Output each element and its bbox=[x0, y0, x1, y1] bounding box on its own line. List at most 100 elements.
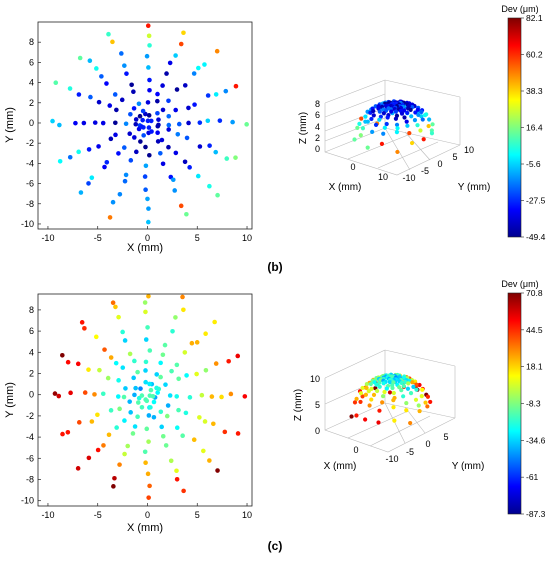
colorbar-tick-label: -5.6 bbox=[526, 159, 541, 169]
data-point bbox=[147, 87, 152, 93]
data-point bbox=[168, 458, 174, 464]
data-point bbox=[107, 215, 113, 220]
colorbar-tick-label: -8.3 bbox=[526, 399, 541, 409]
data-point bbox=[148, 405, 153, 410]
iso-data-point bbox=[413, 110, 418, 115]
panel-c-iso-yticks-1: -5 bbox=[406, 447, 414, 457]
iso-data-point bbox=[412, 117, 418, 123]
data-point bbox=[207, 143, 212, 148]
data-point bbox=[164, 413, 170, 419]
data-point bbox=[244, 122, 249, 127]
panel-c-colorbar-bar bbox=[507, 292, 522, 515]
data-point bbox=[132, 135, 137, 140]
data-point bbox=[113, 120, 118, 126]
y-tick-label: 4 bbox=[29, 347, 34, 357]
y-tick-label: -8 bbox=[26, 199, 34, 209]
data-point bbox=[207, 183, 212, 189]
data-point bbox=[122, 178, 128, 184]
data-point bbox=[128, 410, 133, 415]
data-point bbox=[110, 39, 115, 45]
panel-b-iso-yticks-1: -5 bbox=[421, 166, 429, 176]
panel-b-colorbar: Dev (μm) 82.1 60.2 38.3 16.4 -5.6 -27.5 -49.4 bbox=[501, 4, 545, 242]
data-point bbox=[75, 361, 81, 367]
iso-data-point bbox=[415, 107, 420, 112]
data-point bbox=[133, 121, 139, 127]
data-point bbox=[146, 125, 152, 130]
colorbar-tick-label: 38.3 bbox=[526, 86, 543, 96]
data-point bbox=[176, 376, 181, 382]
panel-c-3d-box bbox=[324, 349, 456, 453]
iso-data-point bbox=[376, 106, 381, 111]
iso-data-point bbox=[349, 414, 354, 419]
iso-data-point bbox=[410, 380, 415, 385]
iso-data-point bbox=[428, 399, 433, 405]
data-point bbox=[146, 33, 152, 39]
panel-c-colorbar-ticks: 70.8 44.5 18.1 -8.3 -34.6 -61 -87.3 bbox=[521, 288, 546, 519]
data-point bbox=[160, 433, 166, 439]
data-point bbox=[182, 350, 188, 355]
data-point bbox=[133, 117, 139, 122]
panel-b-colorbar-ticks: 82.1 60.2 38.3 16.4 -5.6 -27.5 -49.4 bbox=[521, 13, 546, 242]
data-point bbox=[166, 113, 172, 119]
data-point bbox=[112, 475, 117, 481]
iso-data-point bbox=[370, 129, 375, 134]
iso-data-point bbox=[381, 131, 386, 136]
data-point bbox=[160, 107, 166, 113]
panel-c-x-ticks: -10 -5 0 5 10 bbox=[41, 503, 252, 520]
iso-data-point bbox=[377, 408, 382, 413]
data-point bbox=[127, 351, 133, 357]
data-point bbox=[180, 294, 185, 300]
x-tick-label: 0 bbox=[145, 233, 150, 243]
data-point bbox=[143, 144, 148, 150]
iso-data-point bbox=[365, 145, 370, 150]
iso-data-point bbox=[358, 133, 363, 138]
panel-c-points bbox=[52, 293, 248, 500]
data-point bbox=[202, 62, 207, 67]
data-point bbox=[135, 414, 140, 419]
iso-data-point bbox=[401, 383, 406, 389]
data-point bbox=[145, 118, 151, 124]
iso-data-point bbox=[389, 109, 394, 114]
iso-data-point bbox=[394, 130, 400, 135]
data-point bbox=[213, 149, 219, 155]
data-point bbox=[65, 430, 71, 435]
panel-b-iso-xticks-1: 10 bbox=[378, 172, 388, 182]
data-point bbox=[175, 131, 181, 137]
data-point bbox=[140, 108, 146, 114]
data-point bbox=[173, 150, 179, 156]
iso-data-point bbox=[377, 384, 382, 389]
data-point bbox=[242, 394, 248, 399]
data-point bbox=[135, 369, 140, 375]
iso-data-point bbox=[408, 107, 413, 112]
data-point bbox=[57, 122, 62, 128]
iso-data-point bbox=[384, 386, 389, 391]
data-point bbox=[163, 382, 168, 387]
panel-b-iso-zticks-1: 6 bbox=[315, 110, 320, 120]
data-point bbox=[100, 391, 106, 397]
iso-data-point bbox=[413, 397, 419, 402]
y-tick-label: -2 bbox=[26, 138, 34, 148]
data-point bbox=[174, 425, 180, 431]
data-point bbox=[143, 359, 149, 365]
data-point bbox=[215, 192, 220, 198]
data-point bbox=[189, 340, 195, 346]
data-point bbox=[203, 367, 209, 373]
data-point bbox=[166, 127, 171, 132]
data-point bbox=[81, 120, 87, 126]
data-point bbox=[82, 326, 87, 331]
iso-data-point bbox=[414, 382, 419, 387]
data-point bbox=[145, 100, 151, 105]
data-point bbox=[181, 307, 186, 313]
data-point bbox=[233, 83, 239, 89]
iso-data-point bbox=[403, 379, 408, 385]
data-point bbox=[217, 118, 223, 123]
data-point bbox=[156, 117, 161, 122]
data-point bbox=[174, 87, 180, 92]
data-point bbox=[145, 23, 151, 28]
data-point bbox=[160, 83, 165, 88]
data-point bbox=[199, 392, 205, 398]
panel-c-iso-yticks-3: 5 bbox=[443, 432, 448, 442]
data-point bbox=[79, 320, 85, 325]
iso-data-point bbox=[418, 128, 423, 133]
panel-b-colorbar-title: Dev (μm) bbox=[501, 4, 538, 14]
